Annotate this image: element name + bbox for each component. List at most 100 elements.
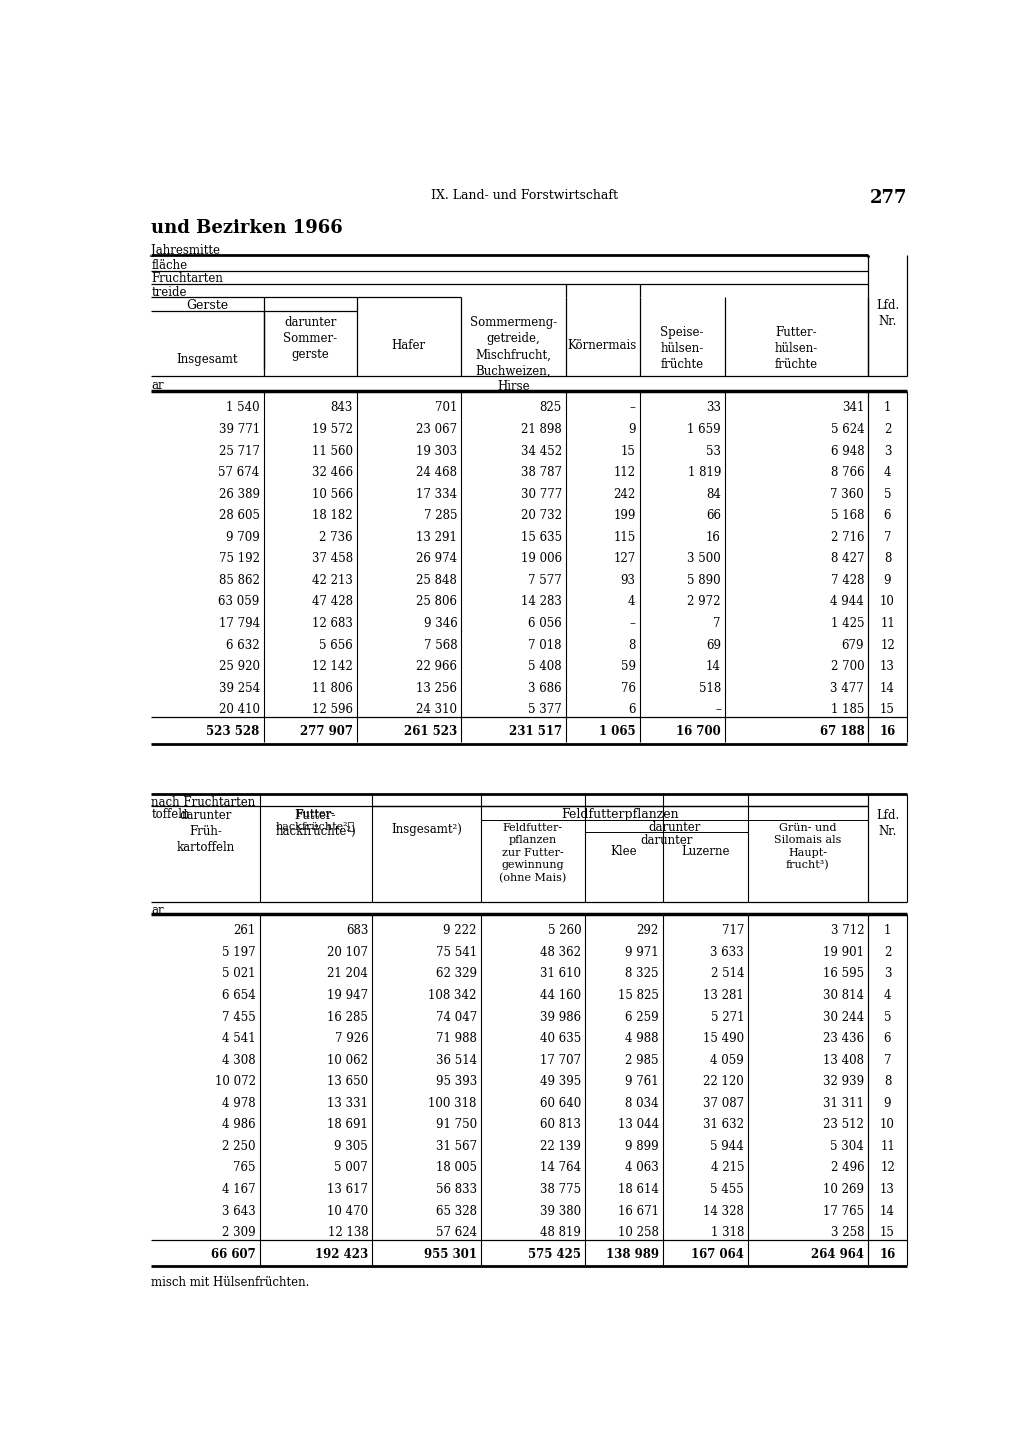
Text: 138 989: 138 989 bbox=[606, 1248, 658, 1261]
Text: 22 139: 22 139 bbox=[541, 1140, 582, 1153]
Text: 14: 14 bbox=[706, 661, 721, 673]
Text: 2 736: 2 736 bbox=[319, 531, 352, 544]
Text: 74 047: 74 047 bbox=[435, 1011, 477, 1024]
Text: 39 380: 39 380 bbox=[541, 1205, 582, 1218]
Text: 4: 4 bbox=[884, 989, 891, 1002]
Text: 8: 8 bbox=[629, 639, 636, 652]
Text: Gerste: Gerste bbox=[186, 299, 228, 313]
Text: und Bezirken 1966: und Bezirken 1966 bbox=[152, 218, 343, 237]
Text: 17 794: 17 794 bbox=[219, 617, 260, 630]
Text: 13 044: 13 044 bbox=[617, 1119, 658, 1132]
Text: Jahresmitte: Jahresmitte bbox=[152, 244, 220, 257]
Text: 5 455: 5 455 bbox=[711, 1183, 744, 1196]
Text: 717: 717 bbox=[722, 925, 744, 938]
Text: 20 107: 20 107 bbox=[328, 946, 369, 959]
Text: 38 787: 38 787 bbox=[521, 467, 562, 480]
Text: 5 168: 5 168 bbox=[830, 510, 864, 523]
Text: 2: 2 bbox=[884, 424, 891, 437]
Text: 14 764: 14 764 bbox=[541, 1162, 582, 1175]
Text: Speise-
hülsen-
früchte: Speise- hülsen- früchte bbox=[660, 326, 703, 372]
Text: 8: 8 bbox=[884, 1076, 891, 1088]
Text: –: – bbox=[630, 402, 636, 415]
Text: 5 656: 5 656 bbox=[319, 639, 352, 652]
Text: 18 005: 18 005 bbox=[436, 1162, 477, 1175]
Text: 49 395: 49 395 bbox=[540, 1076, 582, 1088]
Text: 192 423: 192 423 bbox=[315, 1248, 369, 1261]
Text: 13 650: 13 650 bbox=[327, 1076, 369, 1088]
Text: 1 659: 1 659 bbox=[687, 424, 721, 437]
Text: 108 342: 108 342 bbox=[428, 989, 477, 1002]
Text: 13 256: 13 256 bbox=[417, 682, 458, 695]
Text: 63 059: 63 059 bbox=[218, 596, 260, 609]
Text: 16 700: 16 700 bbox=[676, 725, 721, 738]
Text: 37 458: 37 458 bbox=[311, 553, 352, 566]
Text: 14 328: 14 328 bbox=[703, 1205, 744, 1218]
Text: 12: 12 bbox=[880, 1162, 895, 1175]
Text: 4 986: 4 986 bbox=[222, 1119, 256, 1132]
Text: 5 271: 5 271 bbox=[711, 1011, 744, 1024]
Text: 60 813: 60 813 bbox=[541, 1119, 582, 1132]
Text: 5 260: 5 260 bbox=[548, 925, 582, 938]
Text: 6 632: 6 632 bbox=[226, 639, 260, 652]
Text: 4 167: 4 167 bbox=[222, 1183, 256, 1196]
Text: 7 577: 7 577 bbox=[528, 574, 562, 587]
Text: 199: 199 bbox=[613, 510, 636, 523]
Text: 7: 7 bbox=[884, 1054, 891, 1067]
Text: darunter
Früh-
kartoffeln: darunter Früh- kartoffeln bbox=[176, 808, 234, 854]
Text: Grün- und
Silomais als
Haupt-
frucht³): Grün- und Silomais als Haupt- frucht³) bbox=[774, 823, 842, 870]
Text: 26 974: 26 974 bbox=[416, 553, 458, 566]
Text: 14: 14 bbox=[880, 682, 895, 695]
Text: 16: 16 bbox=[880, 1248, 896, 1261]
Text: 3 258: 3 258 bbox=[830, 1226, 864, 1239]
Text: 1: 1 bbox=[884, 402, 891, 415]
Text: 23 067: 23 067 bbox=[416, 424, 458, 437]
Text: 1 425: 1 425 bbox=[830, 617, 864, 630]
Text: 75 541: 75 541 bbox=[435, 946, 477, 959]
Text: 13: 13 bbox=[880, 1183, 895, 1196]
Text: 3 712: 3 712 bbox=[830, 925, 864, 938]
Text: 15: 15 bbox=[880, 1226, 895, 1239]
Text: 4 978: 4 978 bbox=[222, 1097, 256, 1110]
Text: 9 709: 9 709 bbox=[226, 531, 260, 544]
Text: 261: 261 bbox=[233, 925, 256, 938]
Text: nach Fruchtarten: nach Fruchtarten bbox=[152, 796, 256, 808]
Text: 42 213: 42 213 bbox=[312, 574, 352, 587]
Text: 10 269: 10 269 bbox=[823, 1183, 864, 1196]
Text: 59: 59 bbox=[621, 661, 636, 673]
Text: 13: 13 bbox=[880, 661, 895, 673]
Text: 11: 11 bbox=[880, 617, 895, 630]
Text: 10: 10 bbox=[880, 596, 895, 609]
Text: 8: 8 bbox=[884, 553, 891, 566]
Text: 14 283: 14 283 bbox=[521, 596, 562, 609]
Text: 15: 15 bbox=[621, 445, 636, 458]
Text: 4 063: 4 063 bbox=[625, 1162, 658, 1175]
Text: Sommermeng-
getreide,
Mischfrucht,
Buchweizen,
Hirse: Sommermeng- getreide, Mischfrucht, Buchw… bbox=[470, 316, 557, 393]
Text: 4 059: 4 059 bbox=[711, 1054, 744, 1067]
Text: 25 848: 25 848 bbox=[417, 574, 458, 587]
Text: 25 806: 25 806 bbox=[417, 596, 458, 609]
Text: –: – bbox=[715, 704, 721, 717]
Text: 15 825: 15 825 bbox=[618, 989, 658, 1002]
Text: 6 948: 6 948 bbox=[830, 445, 864, 458]
Text: 16 285: 16 285 bbox=[328, 1011, 369, 1024]
Text: 28 605: 28 605 bbox=[219, 510, 260, 523]
Text: 4: 4 bbox=[628, 596, 636, 609]
Text: 39 254: 39 254 bbox=[219, 682, 260, 695]
Text: 5 624: 5 624 bbox=[830, 424, 864, 437]
Text: 17 334: 17 334 bbox=[416, 488, 458, 501]
Text: 8 325: 8 325 bbox=[626, 968, 658, 981]
Text: 3: 3 bbox=[884, 968, 891, 981]
Text: 9 761: 9 761 bbox=[626, 1076, 658, 1088]
Text: Luzerne: Luzerne bbox=[681, 844, 730, 857]
Text: 30 814: 30 814 bbox=[823, 989, 864, 1002]
Text: 47 428: 47 428 bbox=[311, 596, 352, 609]
Text: 62 329: 62 329 bbox=[436, 968, 477, 981]
Text: 5 408: 5 408 bbox=[528, 661, 562, 673]
Text: 7 428: 7 428 bbox=[830, 574, 864, 587]
Text: 13 408: 13 408 bbox=[823, 1054, 864, 1067]
Text: 5 197: 5 197 bbox=[222, 946, 256, 959]
Text: 264 964: 264 964 bbox=[811, 1248, 864, 1261]
Text: 7 360: 7 360 bbox=[830, 488, 864, 501]
Text: 11: 11 bbox=[880, 1140, 895, 1153]
Text: 37 087: 37 087 bbox=[703, 1097, 744, 1110]
